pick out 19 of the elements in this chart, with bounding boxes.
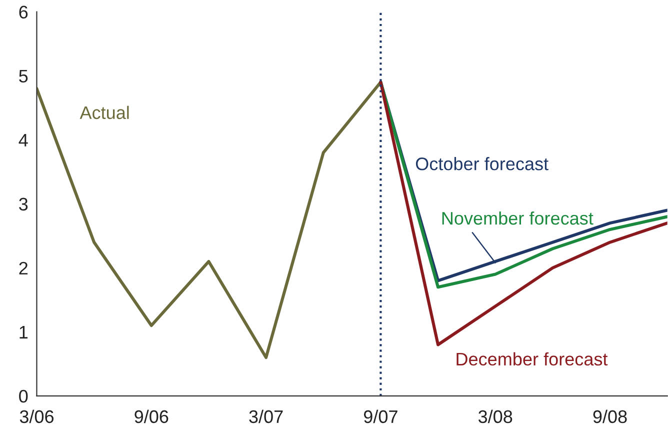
x-tick-label: 9/07 xyxy=(364,410,398,424)
x-tick-label: 9/06 xyxy=(134,410,168,424)
series-label: November forecast xyxy=(442,211,594,225)
y-tick-label: 2 xyxy=(19,262,28,274)
y-tick-label: 6 xyxy=(19,6,28,19)
y-tick-label: 0 xyxy=(19,390,28,403)
series-label: Actual xyxy=(80,106,129,120)
y-tick-label: 1 xyxy=(20,326,28,338)
series-label: December forecast xyxy=(456,352,608,366)
y-tick-label: 5 xyxy=(19,70,28,83)
x-tick-label: 3/06 xyxy=(20,410,54,424)
y-tick-label: 3 xyxy=(19,198,28,211)
series-label: October forecast xyxy=(416,157,548,170)
line-series xyxy=(36,80,382,360)
x-tick-label: 3/07 xyxy=(249,410,283,424)
line-series xyxy=(379,80,668,346)
x-tick-label: 3/08 xyxy=(478,410,512,424)
y-tick-label: 4 xyxy=(18,134,28,146)
x-tick-label: 9/08 xyxy=(593,410,627,424)
